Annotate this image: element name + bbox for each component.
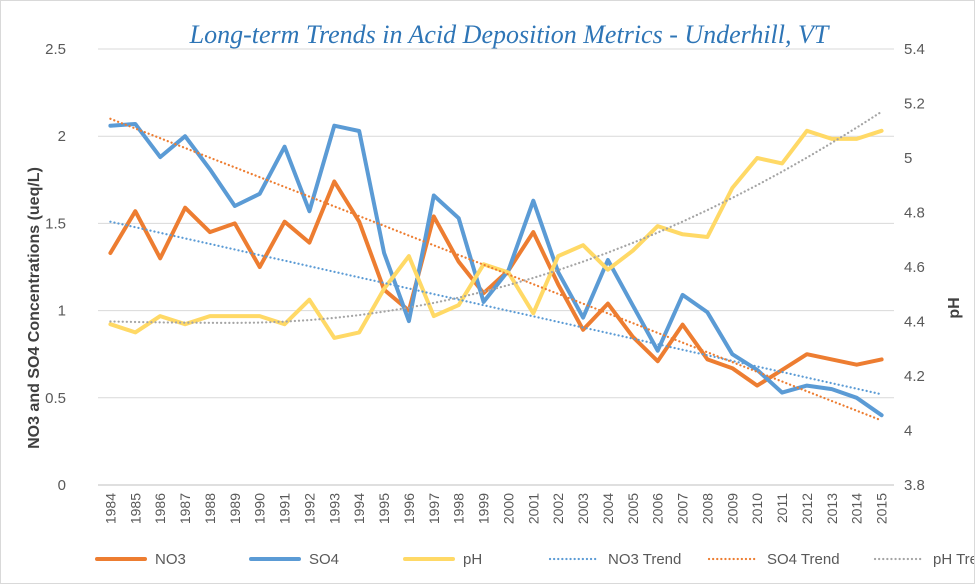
y2-tick-label: 4: [904, 423, 912, 440]
chart-title: Long-term Trends in Acid Deposition Metr…: [189, 20, 830, 49]
x-tick-label: 1997: [426, 493, 442, 524]
y2-tick-label: 4.6: [904, 259, 925, 276]
x-tick-label: 1995: [376, 493, 392, 524]
y2-tick-label: 4.8: [904, 205, 925, 222]
axes: 0 0.5 1 1.5 2 2.5 3.8 4 4.2 4.4 4.6 4.8 5 5.2 5.4 1984 1…: [45, 41, 925, 524]
x-tick-label: 2013: [824, 493, 840, 524]
legend-label-no3-trend: NO3 Trend: [608, 551, 681, 568]
x-tick-label: 1989: [227, 493, 243, 524]
y-tick-label: 0: [58, 477, 66, 494]
legend-label-no3: NO3: [155, 551, 186, 568]
y2-tick-label: 4.2: [904, 368, 925, 385]
y-tick-label: 1.5: [45, 215, 66, 232]
x-tick-label: 2001: [525, 493, 541, 524]
x-tick-label: 2004: [600, 493, 616, 524]
x-tick-label: 2006: [650, 493, 666, 524]
legend-label-ph: pH: [463, 551, 482, 568]
legend-label-so4: SO4: [309, 551, 339, 568]
x-tick-label: 2005: [625, 493, 641, 524]
x-tick-label: 1996: [401, 493, 417, 524]
y2-tick-label: 5.4: [904, 41, 925, 58]
y2-tick-label: 5: [904, 150, 912, 167]
y-tick-label: 1: [58, 303, 66, 320]
legend-label-ph-trend: pH Trend: [933, 551, 974, 568]
x-tick-label: 2008: [699, 493, 715, 524]
series-no3-trend-line: [109, 220, 883, 396]
y-tick-label: 2: [58, 128, 66, 145]
x-tick-label: 1999: [476, 493, 492, 524]
x-tick-label: 2002: [550, 493, 566, 524]
x-tick-label: 1987: [177, 493, 193, 524]
series-no3-line: [108, 179, 884, 388]
x-tick-label: 2000: [500, 493, 516, 524]
x-tick-label: 1993: [326, 493, 342, 524]
series-ph-trend-line: [109, 110, 883, 324]
x-tick-label: 1988: [202, 493, 218, 524]
x-tick-label: 1984: [102, 493, 118, 524]
y-tick-label: 2.5: [45, 41, 66, 58]
x-tick-label: 2009: [724, 493, 740, 524]
series-so4-trend-line: [109, 117, 883, 422]
y2-tick-label: 5.2: [904, 96, 925, 113]
x-tick-label: 2007: [675, 493, 691, 524]
x-tick-label: 1992: [301, 493, 317, 524]
series-lines: [108, 110, 884, 422]
legend: NO3 SO4 pH NO3 Trend SO4 Trend pH Trend: [95, 551, 975, 568]
series-ph-line: [108, 128, 884, 340]
y2-axis-title: pH: [946, 297, 963, 318]
x-tick-label: 1986: [152, 493, 168, 524]
x-tick-label: 1994: [351, 493, 367, 524]
series-so4-line: [108, 122, 884, 418]
x-tick-label: 1998: [451, 493, 467, 524]
x-tick-label: 2011: [774, 493, 790, 523]
x-tick-label: 1990: [252, 493, 268, 524]
x-tick-label: 1991: [277, 493, 293, 524]
y2-tick-label: 4.4: [904, 314, 925, 331]
x-tick-label: 2012: [799, 493, 815, 524]
y-axis-title: NO3 and SO4 Concentrations (ueq/L): [26, 167, 43, 449]
y-tick-label: 0.5: [45, 390, 66, 407]
x-tick-label: 2003: [575, 493, 591, 524]
legend-label-so4-trend: SO4 Trend: [767, 551, 840, 568]
x-tick-label: 2010: [749, 493, 765, 524]
x-tick-label: 2015: [874, 493, 890, 524]
y2-tick-label: 3.8: [904, 477, 925, 494]
x-tick-label: 1985: [127, 493, 143, 524]
x-tick-label: 2014: [849, 493, 865, 524]
